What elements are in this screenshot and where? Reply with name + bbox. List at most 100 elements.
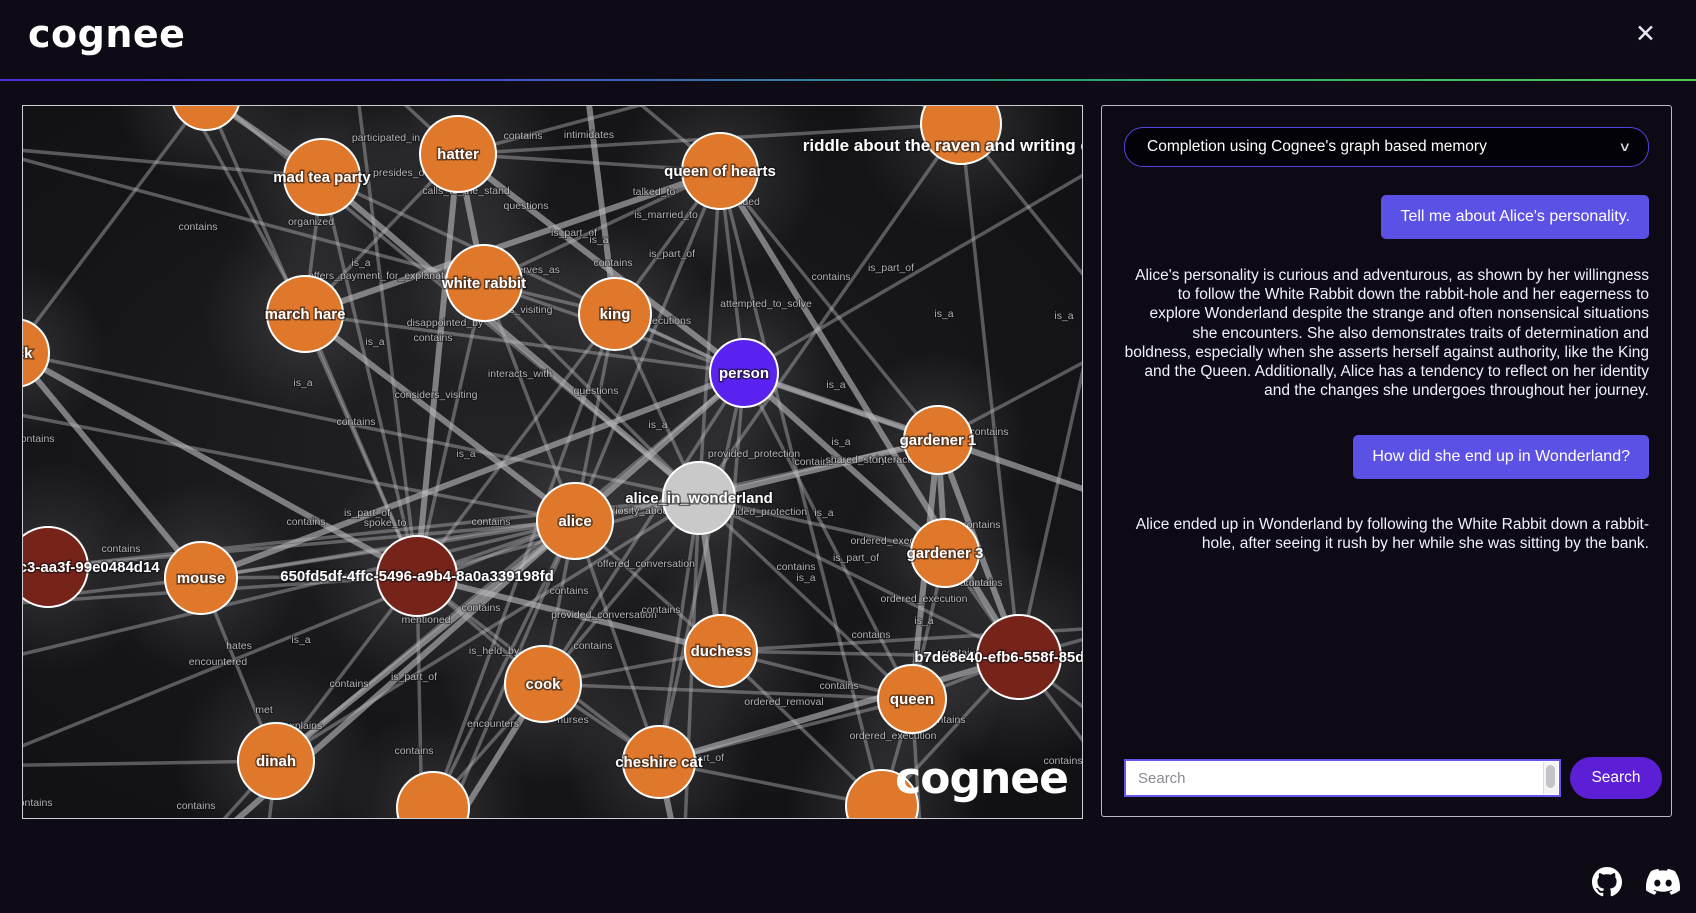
graph-edge	[698, 496, 946, 555]
search-placeholder: Search	[1138, 769, 1186, 787]
graph-node[interactable]	[622, 725, 696, 799]
search-input[interactable]: Search	[1124, 759, 1561, 797]
edge-label: is_a	[351, 257, 370, 269]
graph-edge	[541, 372, 746, 685]
edge-label: disappointed_by	[407, 317, 484, 329]
graph-node[interactable]	[976, 614, 1062, 700]
graph-node[interactable]	[172, 106, 240, 131]
graph-node[interactable]	[903, 405, 973, 475]
edge-label: contains	[794, 456, 833, 468]
search-button[interactable]: Search	[1570, 757, 1662, 799]
graph-node[interactable]	[504, 645, 582, 723]
graph-node-label: dinah	[256, 753, 296, 770]
graph-node[interactable]	[23, 318, 50, 388]
edge-label: contains	[1043, 755, 1082, 767]
graph-edge	[23, 759, 277, 767]
node-glow	[853, 106, 1069, 232]
edge-label: is_part_of	[868, 262, 914, 274]
graph-node[interactable]	[877, 664, 947, 734]
edge-label: contains	[101, 543, 140, 555]
scrollbar-thumb[interactable]	[1546, 765, 1555, 789]
edge-label: ordered_execution	[881, 593, 968, 605]
graph-edge	[275, 496, 700, 763]
edge-label: interacts_with	[488, 368, 552, 380]
graph-node-label: march hare	[265, 306, 346, 323]
node-glow	[335, 710, 531, 818]
edge-label: contains	[329, 678, 368, 690]
edge-label: is_part_of	[344, 507, 390, 519]
graph-node[interactable]	[237, 722, 315, 800]
edge-label: curiosity_about	[601, 505, 672, 517]
graph-edge	[320, 176, 419, 577]
completion-mode-selected: Completion using Cognee's graph based me…	[1147, 138, 1487, 155]
completion-mode-select[interactable]: Completion using Cognee's graph based me…	[1124, 127, 1649, 167]
edge-label: contains	[776, 561, 815, 573]
edge-label: contains	[286, 516, 325, 528]
graph-edge	[658, 654, 1020, 765]
graph-edge	[959, 123, 1021, 658]
graph-node[interactable]	[445, 244, 523, 322]
edge-label: is_a	[831, 436, 850, 448]
edge-label: attempted_to_solve	[720, 298, 812, 310]
graph-node[interactable]	[396, 771, 470, 818]
graph-edge	[482, 282, 577, 522]
graph-edge	[200, 496, 700, 580]
graph-node[interactable]	[578, 277, 652, 351]
graph-node[interactable]	[845, 769, 919, 818]
edge-label: participated_in	[352, 132, 420, 144]
graph-node-label: queen of hearts	[664, 163, 776, 180]
close-icon[interactable]: ✕	[1629, 20, 1662, 47]
discord-icon[interactable]	[1646, 868, 1680, 896]
graph-node[interactable]	[681, 132, 759, 210]
edge-label: provided_protection	[715, 506, 807, 518]
graph-node[interactable]	[376, 535, 458, 617]
graph-edge	[720, 649, 1020, 659]
edge-label: talked_to	[633, 186, 676, 198]
answer-text: Alice ended up in Wonderland by followin…	[1135, 515, 1649, 552]
graph-edge	[720, 627, 1082, 653]
edge-label: is_held_by	[469, 645, 520, 657]
edge-label: encounters	[467, 718, 519, 730]
graph-node[interactable]	[536, 482, 614, 560]
graph-node[interactable]	[709, 338, 779, 408]
edge-label: is_a	[814, 507, 833, 519]
edge-label: is_a	[648, 419, 667, 431]
search-input-scrollbar[interactable]	[1543, 762, 1558, 794]
edge-label: met	[255, 704, 273, 716]
edge-label: is_a	[1054, 310, 1073, 322]
graph-edge	[431, 313, 617, 809]
graph-node[interactable]	[266, 275, 344, 353]
edge-label: serves_as	[512, 264, 560, 276]
edge-label: provided_protection	[708, 448, 800, 460]
graph-edge	[658, 760, 883, 808]
graph-node-label: mad tea party	[273, 169, 371, 186]
graph-edge	[321, 175, 745, 375]
graph-edge	[697, 170, 722, 499]
graph-edge	[415, 575, 424, 818]
graph-node[interactable]	[23, 526, 89, 608]
graph-node[interactable]	[419, 115, 497, 193]
graph-node[interactable]	[164, 541, 238, 615]
graph-node[interactable]	[662, 461, 736, 535]
graph-edge	[23, 106, 201, 343]
graph-edge	[698, 437, 939, 501]
graph-edge	[1017, 366, 1082, 658]
edge-label: hates	[226, 640, 252, 652]
chat-panel: Completion using Cognee's graph based me…	[1101, 105, 1672, 817]
github-icon[interactable]	[1592, 867, 1622, 897]
edge-label: contains	[23, 433, 55, 445]
graph-node[interactable]	[910, 518, 980, 588]
edge-label: executions	[641, 315, 691, 327]
edge-label: contains	[819, 680, 858, 692]
graph-node-label: ac3-aa3f-99e0484d14	[23, 559, 160, 576]
graph-node[interactable]	[684, 614, 758, 688]
graph-edge	[23, 352, 700, 500]
graph-edge	[959, 122, 1082, 276]
graph-node[interactable]	[283, 138, 361, 216]
graph-node[interactable]	[920, 106, 1002, 165]
graph-panel[interactable]: contains participated_in contains presides_…	[22, 105, 1083, 819]
graph-edge	[456, 151, 746, 376]
edge-label: contains	[178, 221, 217, 233]
edge-label: is_part_of	[551, 227, 597, 239]
